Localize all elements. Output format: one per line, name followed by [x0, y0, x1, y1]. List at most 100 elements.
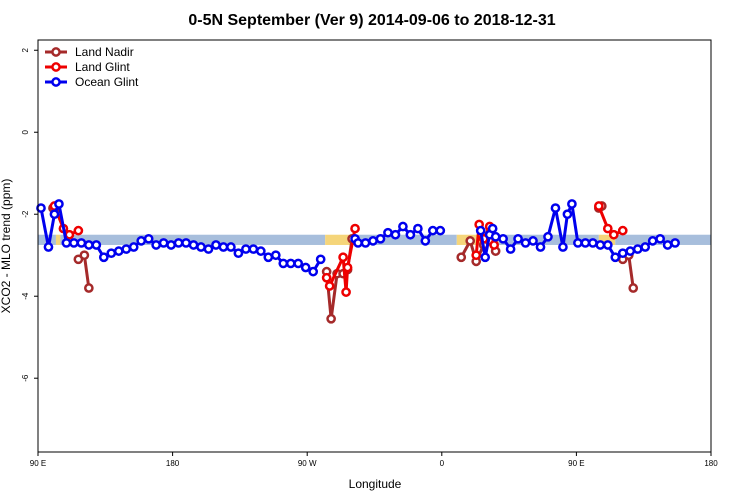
- data-point: [413, 223, 423, 234]
- data-point: [293, 258, 304, 269]
- data-point: [326, 313, 336, 324]
- data-point: [278, 258, 289, 269]
- data-point: [588, 238, 598, 248]
- data-point: [608, 229, 619, 240]
- x-tick-label: 180: [166, 459, 180, 468]
- data-point: [64, 229, 75, 240]
- data-point: [573, 238, 583, 248]
- series-layer: [36, 199, 680, 324]
- data-point: [76, 238, 87, 248]
- data-point: [513, 233, 523, 244]
- data-point: [113, 246, 124, 256]
- data-point: [255, 246, 266, 256]
- data-point: [595, 240, 606, 250]
- legend-item: Ocean Glint: [45, 75, 139, 89]
- data-point: [528, 236, 538, 246]
- data-point: [360, 238, 371, 248]
- data-point: [490, 231, 501, 242]
- data-point: [203, 244, 214, 254]
- data-point: [662, 240, 673, 250]
- data-point: [480, 252, 491, 263]
- x-axis-label: Longitude: [349, 477, 402, 491]
- surface-band-land-1: [55, 234, 61, 245]
- x-tick-label: 0: [440, 459, 445, 468]
- data-point: [353, 238, 363, 248]
- data-point: [390, 229, 401, 240]
- data-point: [69, 238, 79, 248]
- data-point: [188, 240, 199, 250]
- data-point: [321, 272, 332, 283]
- data-point: [218, 242, 229, 252]
- y-axis-label: XCO2 - MLO trend (ppm): [0, 179, 13, 314]
- data-point: [505, 244, 516, 254]
- data-point: [173, 238, 184, 248]
- data-point: [632, 244, 643, 254]
- data-point: [617, 225, 628, 236]
- data-point: [83, 283, 94, 293]
- data-point: [49, 209, 60, 220]
- data-point: [285, 258, 296, 269]
- data-point: [520, 238, 531, 248]
- data-point: [602, 223, 613, 234]
- data-point: [475, 225, 486, 236]
- x-tick-label: 180: [704, 459, 718, 468]
- data-point: [91, 240, 102, 250]
- data-point: [211, 240, 221, 250]
- data-point: [535, 242, 546, 252]
- data-point: [398, 221, 408, 232]
- data-point: [181, 238, 191, 248]
- data-point: [558, 242, 568, 252]
- data-point: [233, 248, 244, 259]
- data-point: [625, 246, 636, 256]
- y-tick-label: 0: [21, 129, 30, 134]
- data-point: [248, 244, 259, 254]
- data-point: [550, 203, 561, 213]
- legend-marker: [51, 47, 61, 57]
- data-point: [435, 225, 446, 236]
- data-point: [270, 250, 281, 261]
- data-point: [61, 238, 72, 248]
- data-point: [567, 199, 577, 209]
- data-point: [368, 236, 378, 246]
- y-tick-label: -4: [21, 292, 30, 300]
- data-point: [143, 233, 154, 244]
- data-point: [128, 242, 139, 252]
- data-point: [593, 201, 604, 211]
- data-point: [338, 252, 348, 263]
- data-point: [241, 244, 251, 254]
- data-point: [83, 240, 94, 250]
- data-point: [647, 236, 658, 246]
- data-point: [562, 209, 573, 220]
- chart-title: 0-5N September (Ver 9) 2014-09-06 to 201…: [188, 12, 555, 29]
- data-point: [79, 250, 90, 261]
- legend-marker: [51, 77, 61, 87]
- data-point: [489, 240, 499, 250]
- data-point: [405, 229, 416, 240]
- x-tick-label: 90 E: [568, 459, 584, 468]
- data-point: [471, 250, 482, 261]
- data-point: [342, 262, 353, 273]
- data-point: [543, 231, 553, 242]
- data-point: [670, 238, 680, 248]
- data-point: [610, 252, 621, 263]
- data-point: [151, 240, 161, 250]
- data-point: [196, 242, 206, 252]
- data-point: [300, 262, 311, 273]
- data-point: [106, 248, 117, 259]
- y-tick-label: 2: [21, 47, 30, 52]
- x-axis: 90 E 180 90 W 0 90 E 180: [30, 452, 718, 468]
- data-point: [498, 233, 508, 244]
- y-axis: 2 0 -2 -4 -6: [21, 47, 38, 382]
- legend-label: Land Glint: [75, 60, 130, 74]
- data-point: [655, 233, 666, 244]
- data-point: [226, 242, 236, 252]
- surface-band-land-3: [325, 234, 353, 245]
- surface-band-ocean-2: [60, 234, 326, 245]
- legend-item: Land Glint: [45, 60, 130, 74]
- data-point: [98, 252, 109, 263]
- data-point: [308, 266, 319, 277]
- data-point: [158, 238, 169, 248]
- y-tick-label: -6: [21, 374, 30, 382]
- data-point: [628, 283, 639, 293]
